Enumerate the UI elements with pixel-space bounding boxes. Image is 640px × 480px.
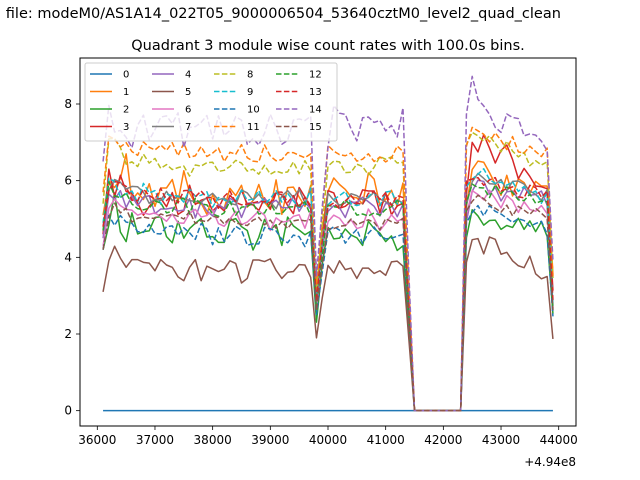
legend-label-6: 6: [185, 105, 191, 116]
x-tick-label: 38000: [194, 433, 232, 447]
legend-label-8: 8: [247, 70, 253, 81]
figure-suptitle: n file: modeM0/AS1A14_022T05_9000006504_…: [0, 6, 561, 22]
x-tick-label: 42000: [424, 433, 462, 447]
series-line-5: [102, 236, 554, 412]
series-line-8: [102, 131, 554, 412]
chart-title: Quadrant 3 module wise count rates with …: [131, 38, 525, 54]
legend-label-15: 15: [309, 122, 322, 133]
series-line-10: [102, 204, 554, 412]
series-line-2: [102, 192, 554, 412]
y-axis: 0 2 4 6 8: [64, 97, 80, 418]
x-tick-label: 41000: [367, 433, 405, 447]
legend-label-11: 11: [247, 122, 260, 133]
legend-label-7: 7: [185, 122, 191, 133]
x-tick-label: 36000: [78, 433, 116, 447]
series-line-11: [102, 126, 554, 412]
series-line-3: [102, 133, 554, 412]
legend-label-0: 0: [123, 70, 129, 81]
x-offset-label: +4.94e8: [524, 455, 576, 469]
series-line-13: [102, 176, 554, 412]
legend-label-9: 9: [247, 87, 253, 98]
series-line-6: [102, 189, 554, 412]
x-tick-label: 43000: [482, 433, 520, 447]
y-tick-label: 4: [64, 250, 72, 264]
y-tick-label: 2: [64, 327, 72, 341]
y-tick-label: 8: [64, 97, 72, 111]
legend-label-1: 1: [123, 87, 129, 98]
legend-label-13: 13: [309, 87, 322, 98]
series-line-12: [102, 181, 554, 412]
legend-label-14: 14: [309, 105, 322, 116]
legend-label-4: 4: [185, 70, 191, 81]
x-tick-label: 37000: [136, 433, 174, 447]
y-tick-label: 0: [64, 404, 72, 418]
y-tick-label: 6: [64, 174, 72, 188]
legend-label-10: 10: [247, 105, 260, 116]
x-tick-label: 40000: [309, 433, 347, 447]
legend-label-2: 2: [123, 105, 129, 116]
legend-label-5: 5: [185, 87, 191, 98]
series-layer: [102, 75, 554, 412]
x-tick-label: 39000: [251, 433, 289, 447]
legend-frame: [84, 62, 338, 142]
x-axis: 36000 37000 38000 39000 40000 41000 42000 43000…: [78, 426, 578, 447]
series-line-15: [102, 194, 554, 412]
legend-label-3: 3: [123, 122, 129, 133]
legend-label-12: 12: [309, 70, 322, 81]
x-tick-label: 44000: [540, 433, 578, 447]
